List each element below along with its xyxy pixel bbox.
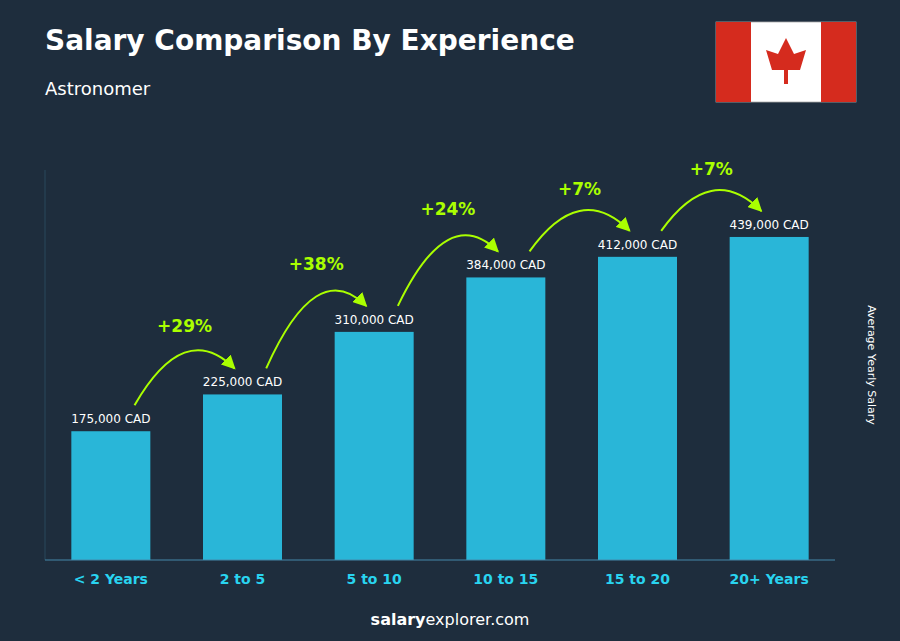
subtitle: Astronomer <box>45 78 151 99</box>
annotation: +29% <box>157 316 212 336</box>
x-tick-label: 5 to 10 <box>347 571 403 587</box>
annotation: +7% <box>690 159 733 179</box>
x-tick-label: < 2 Years <box>74 571 148 587</box>
data-label: 412,000 CAD <box>598 238 677 252</box>
bar <box>730 237 809 560</box>
x-axis-line <box>45 560 835 561</box>
chart-container: Salary Comparison By Experience Astronome… <box>0 0 900 641</box>
bar <box>335 332 414 560</box>
footer-part: salary <box>371 610 426 629</box>
bars <box>71 237 808 560</box>
data-label: 310,000 CAD <box>335 313 414 327</box>
growth-arrow <box>135 350 235 405</box>
y-axis-line <box>45 170 46 560</box>
y-axis-label: Average Yearly Salary <box>865 305 878 425</box>
background <box>0 0 900 641</box>
data-label: 439,000 CAD <box>730 218 809 232</box>
growth-arrow <box>398 235 498 306</box>
annotation: +24% <box>420 199 475 219</box>
flag-stripe <box>716 22 751 102</box>
growth-arrow <box>266 291 366 369</box>
bar <box>466 277 545 560</box>
bar <box>203 394 282 560</box>
annotation: +38% <box>289 254 344 274</box>
annotation: +7% <box>558 179 601 199</box>
flag-field <box>716 22 856 102</box>
x-tick-label: 20+ Years <box>730 571 809 587</box>
x-tick-label: 2 to 5 <box>220 571 266 587</box>
title: Salary Comparison By Experience <box>45 24 575 57</box>
data-label: 225,000 CAD <box>203 375 282 389</box>
flag-leaf <box>766 38 806 84</box>
x-tick-label: 10 to 15 <box>473 571 538 587</box>
x-tick-label: 15 to 20 <box>605 571 670 587</box>
flag <box>716 22 856 102</box>
bar <box>71 431 150 560</box>
flag-stripe <box>821 22 856 102</box>
footer-part: explorer.com <box>426 610 530 629</box>
chart: Salary Comparison By Experience Astronome… <box>0 0 900 641</box>
data-label: 175,000 CAD <box>71 412 150 426</box>
bar <box>598 257 677 560</box>
data-label: 384,000 CAD <box>466 258 545 272</box>
growth-arrow <box>661 190 761 231</box>
growth-arrow <box>530 210 630 251</box>
footer: salaryexplorer.com <box>371 610 530 629</box>
